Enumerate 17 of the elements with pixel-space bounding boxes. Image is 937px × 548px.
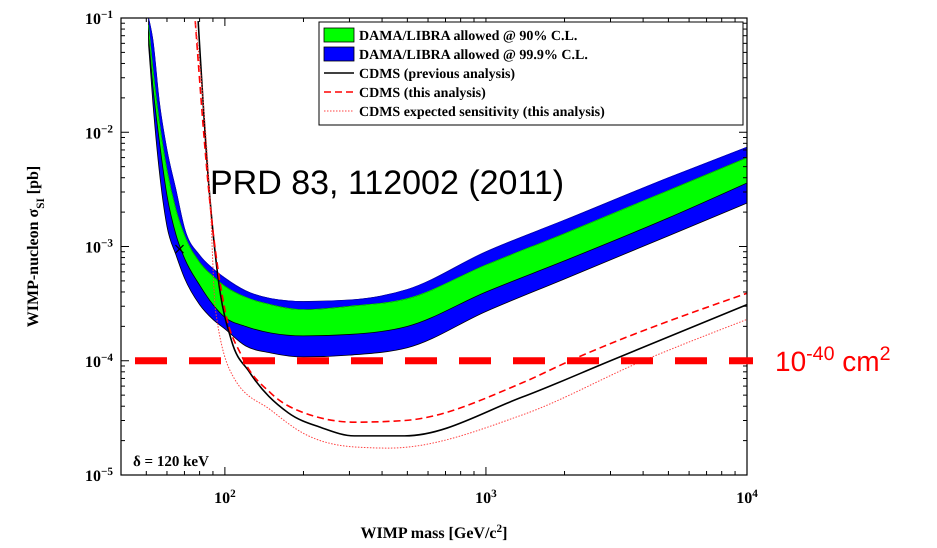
ref-line-label: 10$^{-40}$ cm$^{2}$ [775, 342, 890, 377]
x-tick-label: 10$^{4}$ [736, 488, 758, 507]
y-tick-label: 10$^{−1}$ [85, 9, 114, 28]
y-tick-label: 10$^{−4}$ [85, 352, 114, 371]
annotation: PRD 83, 112002 (2011) [210, 164, 564, 202]
legend-label: DAMA/LIBRA allowed @ 99.9% C.L. [359, 48, 588, 63]
x-axis-title: WIMP mass [GeV/c$^{2}$] [360, 523, 508, 542]
x-tick-label: 10$^{2}$ [214, 488, 236, 507]
y-tick-label: 10$^{−2}$ [85, 123, 114, 142]
legend-label: CDMS expected sensitivity (this analysis) [359, 105, 606, 120]
legend-label: CDMS (this analysis) [359, 86, 486, 101]
y-tick-label: 10$^{−3}$ [85, 238, 114, 256]
x-tick-label: 10$^{3}$ [475, 488, 498, 507]
legend-label: CDMS (previous analysis) [359, 67, 516, 82]
annotation: δ = 120 keV [133, 454, 210, 470]
legend-label: DAMA/LIBRA allowed @ 90% C.L. [359, 29, 578, 44]
y-tick-label: 10$^{−5}$ [85, 466, 114, 485]
